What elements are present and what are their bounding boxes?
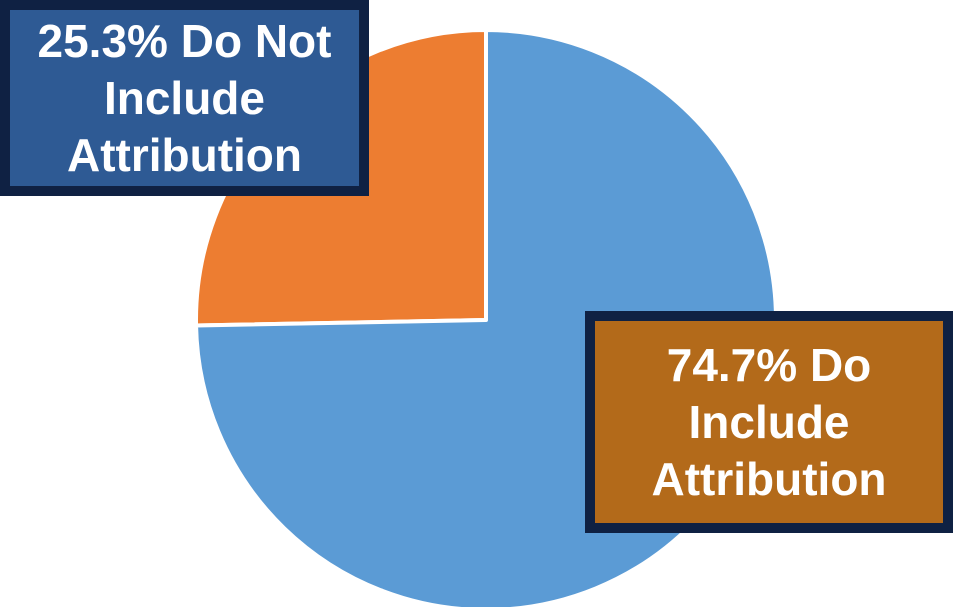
callout-do-include: 74.7% Do Include Attribution [585, 311, 953, 533]
slice-label-do-not-include: 25.3% Do Not Include Attribution [37, 14, 332, 181]
slice-label-do-include: 74.7% Do Include Attribution [651, 338, 887, 505]
callout-do-not-include: 25.3% Do Not Include Attribution [0, 0, 369, 196]
